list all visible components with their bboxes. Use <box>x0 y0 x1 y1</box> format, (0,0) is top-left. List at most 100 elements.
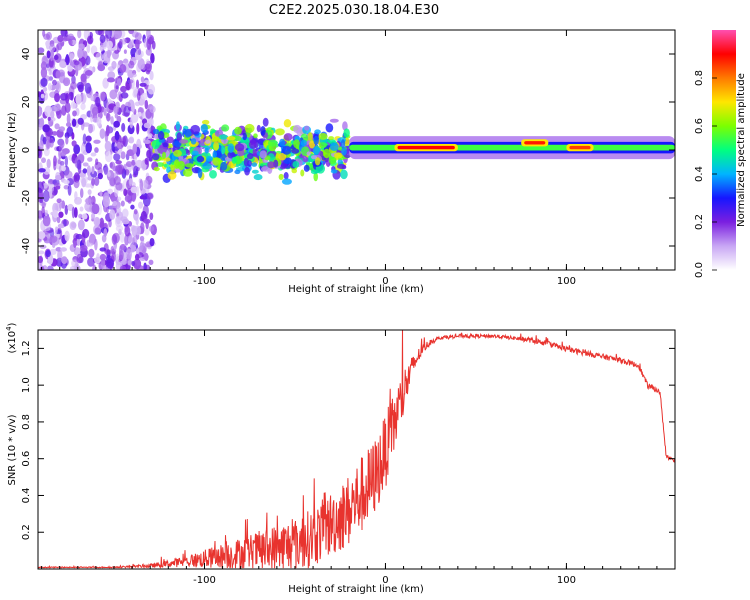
spectrogram-noise-blob <box>40 93 45 99</box>
spectrogram-noise-blob <box>146 192 154 200</box>
spectrogram-x-tick-label: -100 <box>193 276 216 287</box>
spectrogram-noise-blob <box>106 101 110 113</box>
spectrogram-noise-blob <box>74 191 78 201</box>
spectrogram-noise-blob <box>54 226 58 234</box>
spectrogram-speckle-blob <box>300 139 307 147</box>
spectrogram-noise-blob <box>122 112 130 117</box>
spectrogram-noise-blob <box>42 124 50 133</box>
spectrogram-noise-blob <box>119 232 125 243</box>
spectrogram-noise-blob <box>49 248 57 256</box>
spectrogram-noise-blob <box>130 113 139 124</box>
spectrogram-noise-blob <box>135 39 140 50</box>
spectrogram-noise-blob <box>49 235 58 243</box>
spectrogram-noise-blob <box>148 36 154 45</box>
spectrogram-noise-blob <box>86 165 92 177</box>
spectrogram-noise-blob <box>84 183 92 188</box>
chart-title: C2E2.2025.030.18.04.E30 <box>269 3 439 18</box>
spectrogram-noise-blob <box>129 73 137 78</box>
spectrogram-x-tick-label: 100 <box>557 276 576 287</box>
spectrogram-noise-blob <box>80 73 87 83</box>
spectrogram-noise-blob <box>53 103 61 112</box>
spectrogram-speckle-blob <box>329 118 339 123</box>
spectrogram-noise-blob <box>135 248 140 255</box>
spectrogram-noise-blob <box>114 130 120 141</box>
spectrogram-noise-blob <box>73 247 81 256</box>
spectrogram-speckle-blob <box>310 169 319 175</box>
spectrogram-noise-blob <box>134 101 141 107</box>
spectrogram-noise-blob <box>82 133 87 145</box>
spectrogram-noise-blob <box>55 70 61 79</box>
spectrogram-x-tick-label: 0 <box>382 276 388 287</box>
spectrogram-noise-blob <box>38 168 46 173</box>
spectrogram-speckle-blob <box>184 163 195 168</box>
spectrogram-noise-blob <box>122 218 130 225</box>
spectrogram-speckle-blob <box>161 151 167 160</box>
spectrogram-noise-blob <box>82 168 88 174</box>
spectrogram-noise-blob <box>55 44 59 53</box>
snr-y-tick-label: 1.0 <box>21 377 32 393</box>
spectrogram-noise-blob <box>131 159 136 166</box>
spectrogram-noise-blob <box>40 77 48 88</box>
colorbar-tick-label: 0.2 <box>694 214 705 230</box>
spectrogram-noise-blob <box>49 117 56 122</box>
spectrogram-noise-blob <box>66 113 71 125</box>
spectrogram-speckle-blob <box>314 129 321 135</box>
spectrogram-noise-blob <box>69 39 73 45</box>
spectrogram-noise-blob <box>42 86 48 92</box>
spectrogram-noise-blob <box>106 258 115 269</box>
spectrogram-noise-blob <box>84 82 92 94</box>
spectrogram-speckle-blob <box>260 125 266 136</box>
spectrogram-noise-blob <box>124 234 129 246</box>
spectrogram-speckle-blob <box>170 164 176 172</box>
spectrogram-noise-blob <box>128 136 135 144</box>
spectrogram-speckle-blob <box>283 171 289 180</box>
spectrogram-speckle-blob <box>252 148 257 157</box>
snr-frame <box>37 329 676 570</box>
spectrogram-noise-blob <box>58 144 64 152</box>
spectrogram-noise-blob <box>138 144 142 149</box>
spectrogram-noise-blob <box>106 112 111 122</box>
spectrogram-noise-blob <box>93 216 101 227</box>
colorbar-tick-label: 0.4 <box>694 166 705 182</box>
spectrogram-speckle-blob <box>319 142 327 149</box>
spectrogram-noise-blob <box>57 223 65 229</box>
spectrogram-noise-blob <box>77 84 84 93</box>
spectrogram-noise-blob <box>41 55 48 66</box>
spectrogram-speckle-blob <box>220 161 228 171</box>
spectrogram-noise-blob <box>115 182 123 191</box>
spectrogram-noise-blob <box>53 155 57 167</box>
spectrogram-noise-blob <box>113 105 118 115</box>
spectrogram-ticks: -100 0 100 -40 -20 0 20 40 <box>21 30 676 287</box>
spectrogram-speckle-blob <box>267 161 276 169</box>
spectrogram-speckle-blob <box>322 148 331 159</box>
spectrogram-noise-blob <box>90 212 96 220</box>
snr-panel: -100 0 100 0.2 0.4 0.6 0.8 1.0 1.2 Height of str… <box>5 322 676 595</box>
spectrogram-noise-blob <box>107 188 114 195</box>
spectrogram-noise-blob <box>80 93 87 105</box>
spectrogram-noise-blob <box>67 33 74 39</box>
spectrogram-noise-blob <box>132 143 138 155</box>
spectrogram-noise-blob <box>133 258 142 270</box>
spectrogram-noise-blob <box>149 70 154 81</box>
spectrogram-noise-blob <box>127 259 133 266</box>
spectrogram-noise-blob <box>77 117 84 125</box>
spectrogram-noise-blob <box>89 111 94 123</box>
spectrogram-noise-blob <box>143 139 151 144</box>
spectrogram-noise-blob <box>149 237 155 247</box>
spectrogram-noise-blob <box>143 179 149 189</box>
spectrogram-noise-blob <box>57 159 61 165</box>
spectrogram-speckle-blob <box>262 117 269 127</box>
spectrogram-noise-blob <box>42 182 48 189</box>
spectrogram-noise-blob <box>82 122 90 127</box>
spectrogram-noise-blob <box>139 179 144 191</box>
spectrogram-speckle-blob <box>182 128 187 135</box>
spectrogram-noise-blob <box>99 217 105 229</box>
spectrogram-noise-blob <box>121 122 126 133</box>
spectrogram-noise-blob <box>111 234 118 245</box>
spectrogram-noise-blob <box>38 124 43 131</box>
spectrogram-noise-blob <box>115 164 123 176</box>
spectrogram-noise-blob <box>64 204 69 215</box>
snr-multiplier-exponent: 4 <box>5 326 13 331</box>
spectrogram-noise-blob <box>134 225 141 236</box>
spectrogram-speckle-blob <box>267 139 278 147</box>
